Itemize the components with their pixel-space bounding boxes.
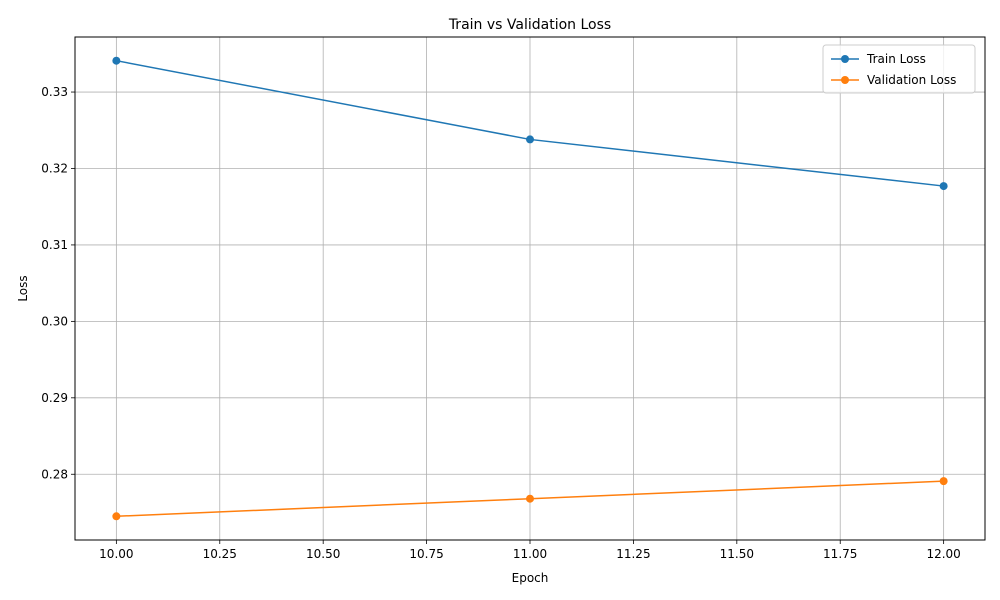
x-tick-label: 12.00 (926, 547, 960, 561)
legend-marker (841, 55, 849, 63)
y-tick-label: 0.30 (41, 314, 68, 328)
data-point (526, 135, 534, 144)
x-tick-label: 10.25 (203, 547, 237, 561)
x-tick-label: 11.25 (616, 547, 650, 561)
data-point (939, 182, 948, 191)
grid (75, 37, 985, 540)
data-point (526, 494, 534, 503)
y-tick-label: 0.33 (41, 85, 68, 99)
y-tick-label: 0.31 (41, 238, 68, 252)
legend: Train Loss Validation Loss (822, 44, 976, 94)
x-axis-ticks: 10.00 10.25 10.50 10.75 11.00 11.25 11.50 11.75… (99, 540, 961, 561)
y-tick-label: 0.29 (41, 391, 68, 405)
data-point (112, 512, 121, 521)
y-axis-label: Loss (16, 275, 30, 301)
x-tick-label: 10.00 (99, 547, 133, 561)
data-point (112, 56, 121, 65)
y-axis-ticks: 0.28 0.29 0.30 0.31 0.32 0.33 (41, 85, 75, 481)
y-tick-label: 0.28 (41, 467, 68, 481)
x-tick-label: 11.75 (823, 547, 857, 561)
x-tick-label: 11.00 (513, 547, 547, 561)
chart-title: Train vs Validation Loss (448, 17, 611, 33)
legend-marker (841, 76, 849, 84)
x-axis-label: Epoch (512, 571, 549, 585)
x-tick-label: 11.50 (720, 547, 754, 561)
x-tick-label: 10.50 (306, 547, 340, 561)
legend-label: Validation Loss (867, 73, 956, 87)
x-tick-label: 10.75 (409, 547, 443, 561)
legend-box (822, 44, 976, 94)
series-layer (112, 56, 948, 521)
legend-label: Train Loss (866, 52, 926, 66)
y-tick-label: 0.32 (41, 161, 68, 175)
data-point (939, 477, 948, 486)
